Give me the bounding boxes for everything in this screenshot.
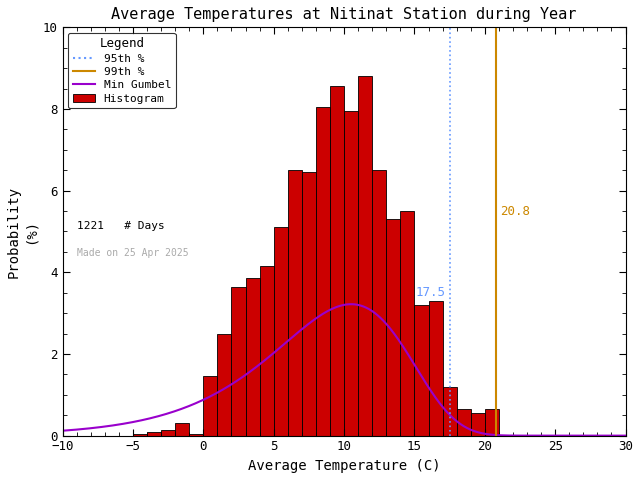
Y-axis label: Probability
(%): Probability (%) bbox=[7, 185, 37, 277]
Bar bbox=[457, 409, 471, 436]
Bar bbox=[401, 211, 415, 436]
Text: 17.5: 17.5 bbox=[415, 286, 445, 299]
Bar bbox=[429, 301, 443, 436]
Bar bbox=[260, 266, 274, 436]
Bar bbox=[189, 433, 204, 436]
Text: 1221   # Days: 1221 # Days bbox=[77, 221, 164, 231]
Bar bbox=[218, 334, 232, 436]
Bar bbox=[372, 170, 387, 436]
Bar bbox=[274, 228, 288, 436]
Bar bbox=[147, 432, 161, 436]
Bar bbox=[443, 386, 457, 436]
Bar bbox=[302, 172, 316, 436]
Bar bbox=[415, 305, 429, 436]
Bar bbox=[344, 111, 358, 436]
Bar bbox=[161, 430, 175, 436]
Bar bbox=[485, 409, 499, 436]
Text: Made on 25 Apr 2025: Made on 25 Apr 2025 bbox=[77, 248, 188, 258]
Bar bbox=[387, 219, 401, 436]
Bar bbox=[316, 107, 330, 436]
Bar bbox=[288, 170, 302, 436]
Bar bbox=[232, 287, 246, 436]
Bar bbox=[175, 423, 189, 436]
Bar bbox=[330, 86, 344, 436]
Bar bbox=[471, 413, 485, 436]
Title: Average Temperatures at Nitinat Station during Year: Average Temperatures at Nitinat Station … bbox=[111, 7, 577, 22]
X-axis label: Average Temperature (C): Average Temperature (C) bbox=[248, 459, 440, 473]
Bar bbox=[133, 433, 147, 436]
Bar bbox=[204, 376, 218, 436]
Text: 20.8: 20.8 bbox=[500, 204, 531, 217]
Bar bbox=[246, 278, 260, 436]
Legend: 95th %, 99th %, Min Gumbel, Histogram: 95th %, 99th %, Min Gumbel, Histogram bbox=[68, 33, 175, 108]
Bar bbox=[358, 76, 372, 436]
